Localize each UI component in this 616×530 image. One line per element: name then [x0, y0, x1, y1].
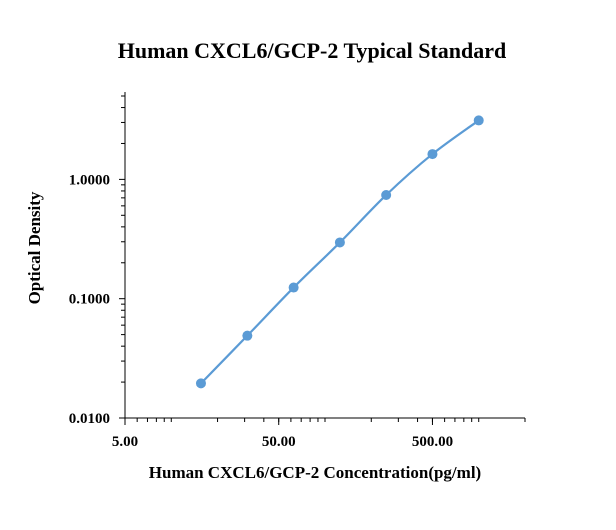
data-point [242, 330, 253, 341]
x-tick-label: 5.00 [112, 434, 138, 450]
series-layer [195, 115, 484, 389]
y-tick-label: 1.0000 [69, 172, 110, 188]
data-point [195, 378, 206, 389]
x-tick-label: 50.00 [262, 434, 296, 450]
y-axis-title: Optical Density [25, 191, 44, 304]
y-tick-label: 0.0100 [69, 411, 110, 427]
series-line [200, 119, 480, 385]
data-point [334, 237, 345, 248]
data-point [427, 149, 438, 160]
data-point [381, 189, 392, 200]
data-point [473, 115, 484, 126]
axes: 0.0100 0.1000 1.0000 5.00 50.00 500.00 [69, 92, 526, 450]
x-axis-title: Human CXCL6/GCP-2 Concentration(pg/ml) [149, 463, 481, 482]
data-point [288, 282, 299, 293]
y-tick-label: 0.1000 [69, 292, 110, 308]
chart-title: Human CXCL6/GCP-2 Typical Standard [118, 38, 507, 63]
x-tick-label: 500.00 [412, 434, 453, 450]
